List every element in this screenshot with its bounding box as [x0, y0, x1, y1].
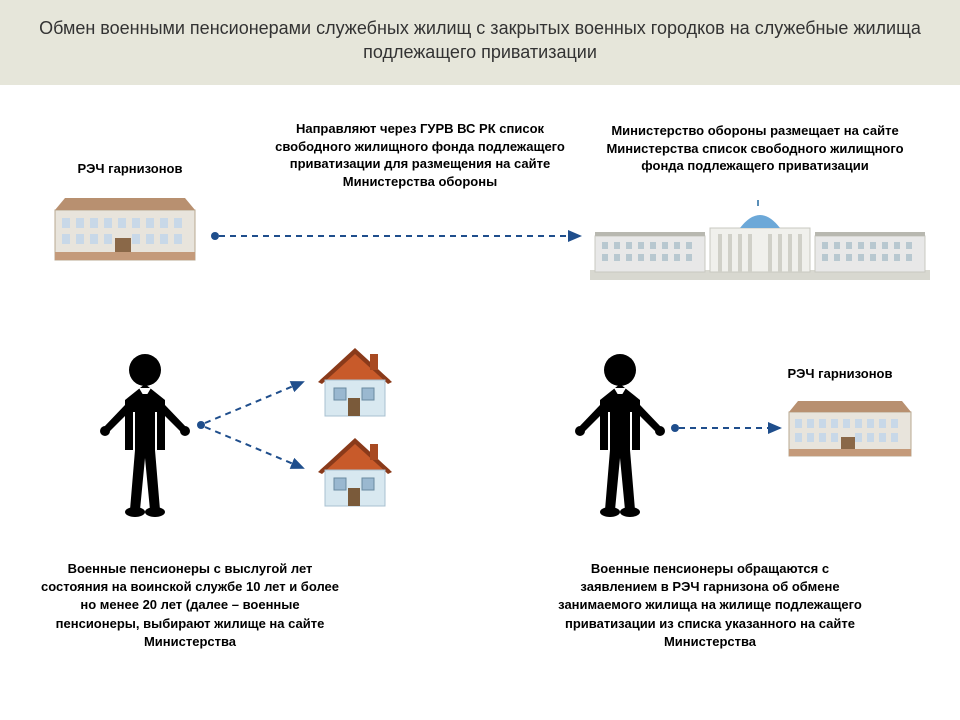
- label-middle-top: Направляют через ГУРВ ВС РК список свобо…: [275, 120, 565, 190]
- label-garrison-right: РЭЧ гарнизонов: [770, 365, 910, 383]
- arrow-person-to-garrison: [670, 418, 790, 438]
- person-icon-left: [95, 350, 195, 525]
- page-title: Обмен военными пенсионерами служебных жи…: [30, 16, 930, 65]
- garrison-building-icon-right: [785, 395, 915, 465]
- house-icon-top: [300, 340, 410, 425]
- ministry-building-icon: [590, 200, 930, 285]
- person-icon-right: [570, 350, 670, 525]
- arrow-garrison-to-ministry: [210, 226, 590, 246]
- label-right-top: Министерство обороны размещает на сайте …: [605, 122, 905, 175]
- label-garrison-left: РЭЧ гарнизонов: [60, 160, 200, 178]
- arrow-person-to-houses: [195, 370, 315, 480]
- header-bar: Обмен военными пенсионерами служебных жи…: [0, 0, 960, 85]
- caption-left: Военные пенсионеры с выслугой лет состоя…: [40, 560, 340, 651]
- house-icon-bottom: [300, 430, 410, 515]
- garrison-building-icon: [50, 190, 200, 270]
- caption-right: Военные пенсионеры обращаются с заявлени…: [555, 560, 865, 651]
